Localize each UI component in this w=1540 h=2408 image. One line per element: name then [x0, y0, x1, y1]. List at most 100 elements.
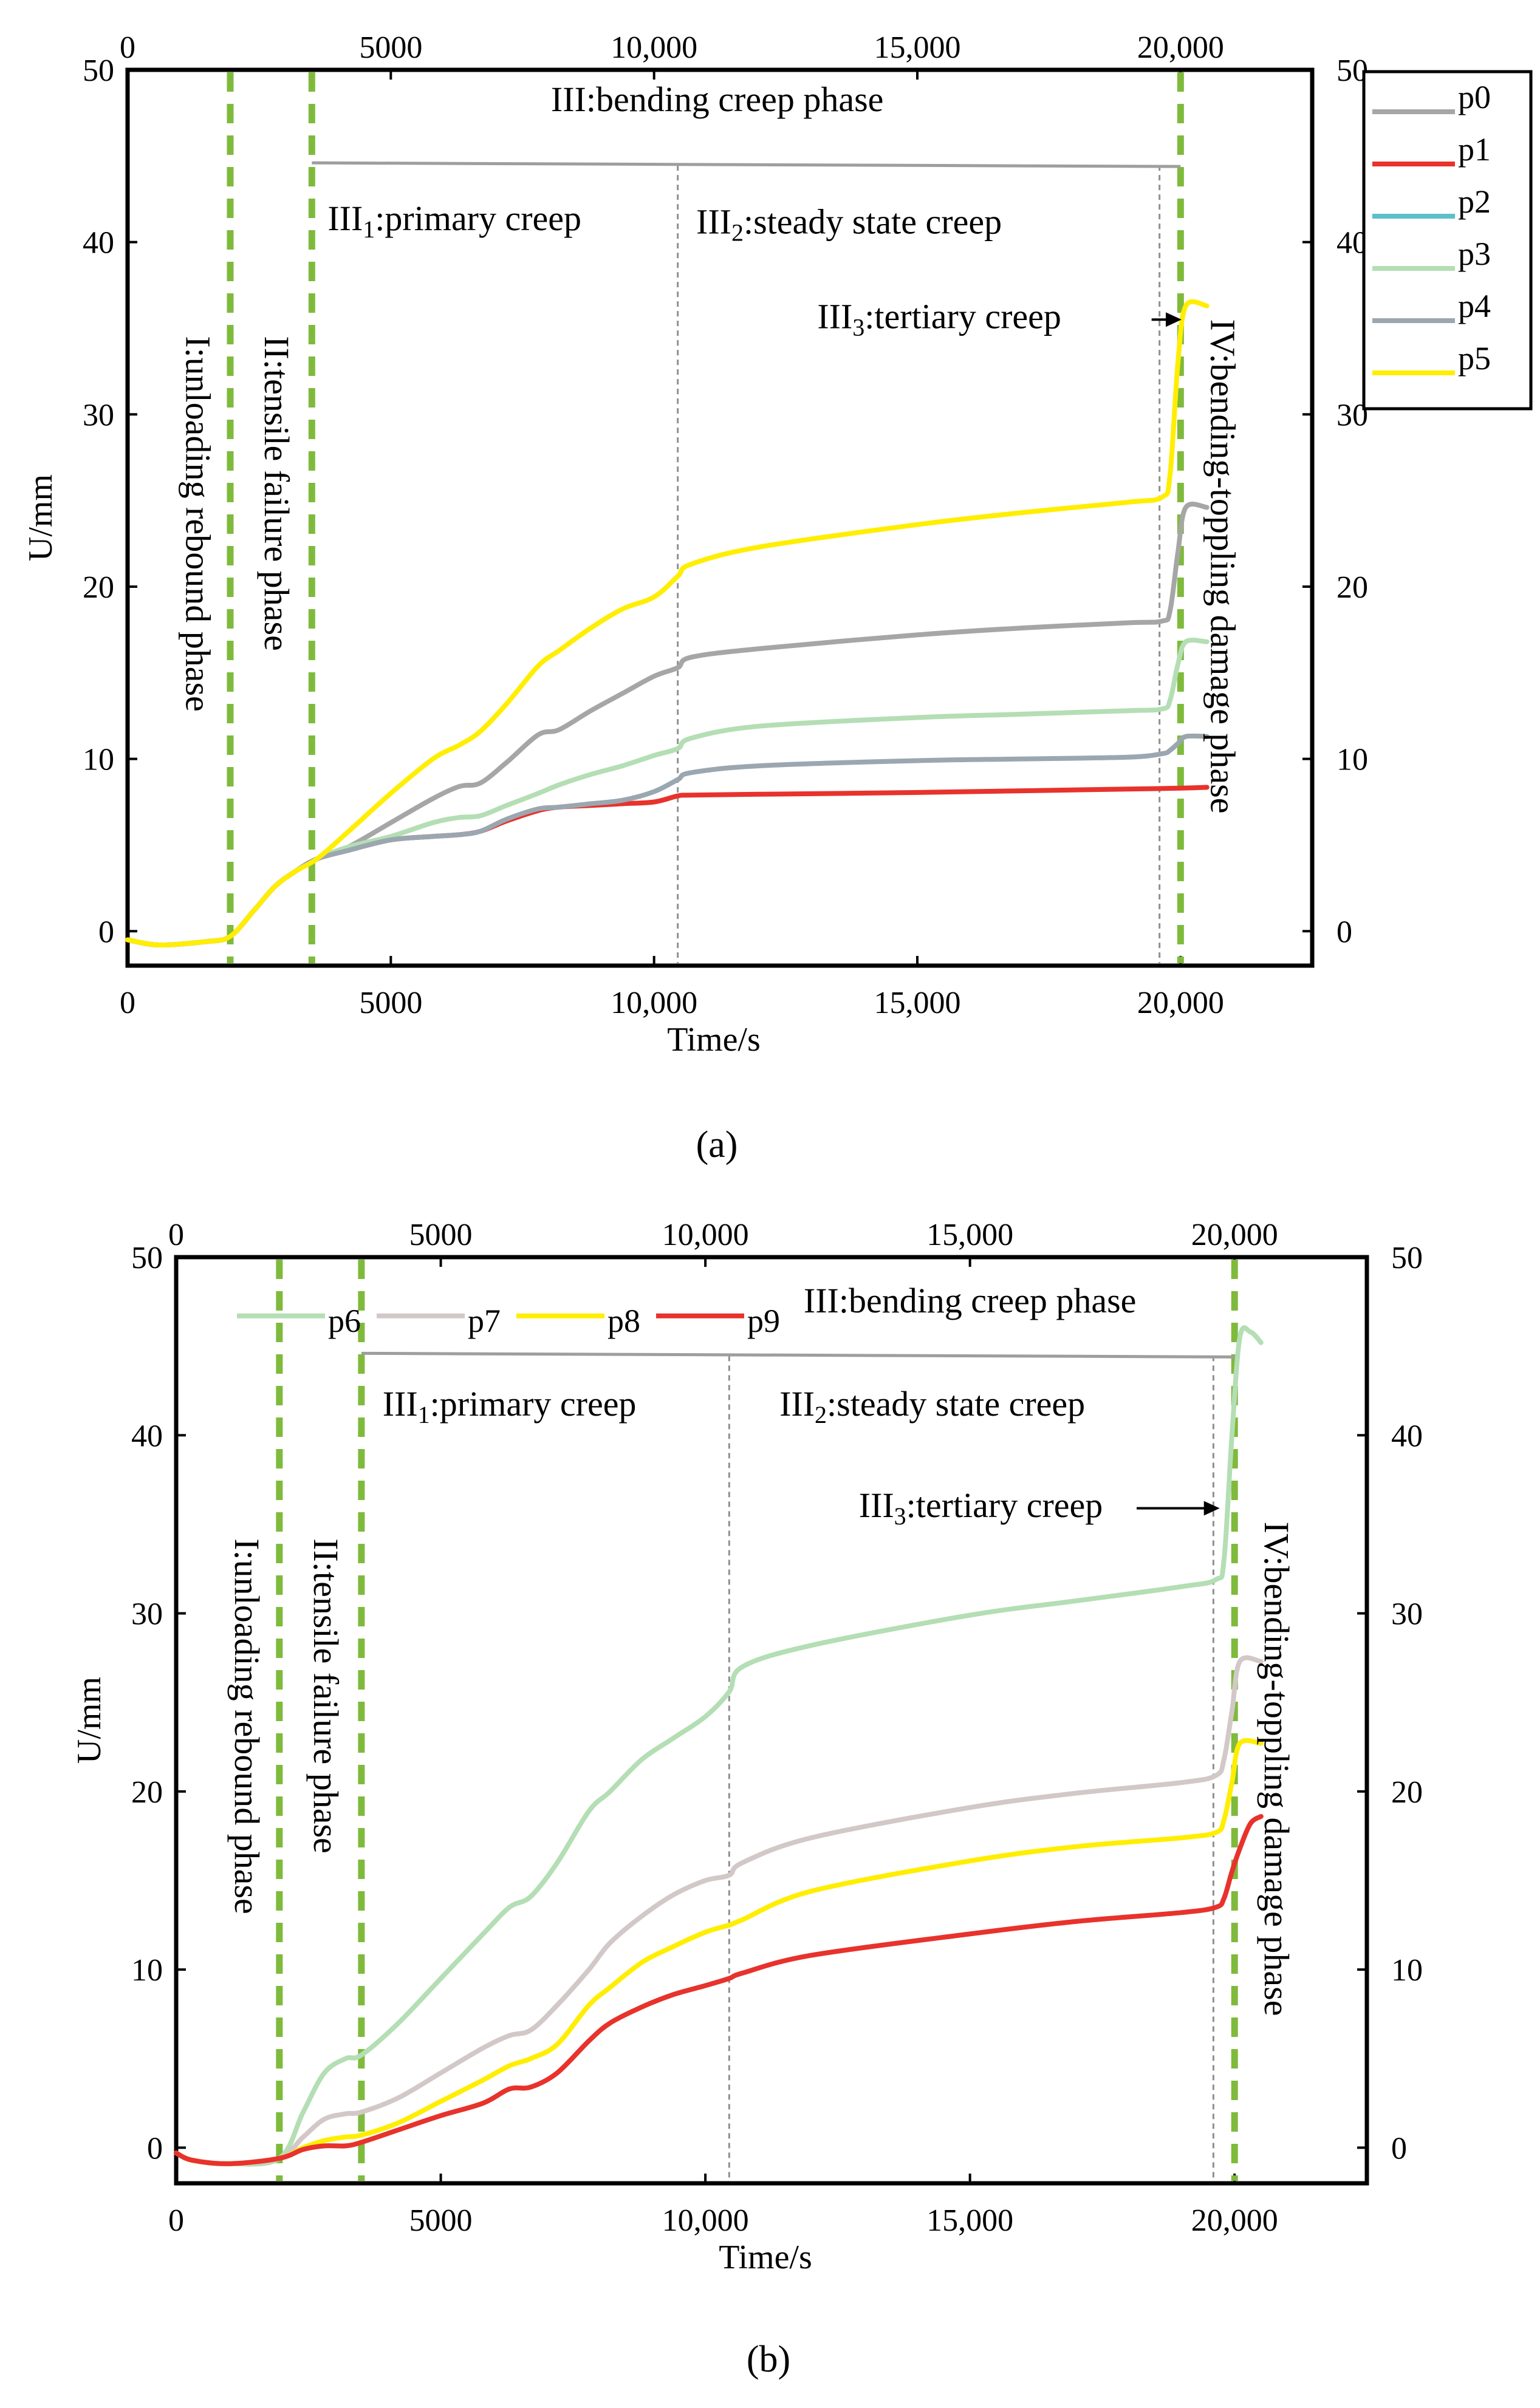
y-tick-label-right: 10 [1391, 1953, 1423, 1988]
series-line-p5 [125, 299, 1210, 948]
legend-label-p7: p7 [468, 1303, 501, 1339]
subphase-1-label: III1:primary creep [327, 199, 581, 243]
subphase-2-label: III2:steady state creep [696, 202, 1002, 246]
legend-label-p2: p2 [1458, 183, 1491, 220]
x-axis-label: Time/s [719, 2239, 812, 2276]
tertiary-arrow-head [1166, 312, 1182, 327]
y-tick-label: 30 [131, 1597, 163, 1632]
y-axis-label: U/mm [22, 474, 60, 561]
y-tick-label-right: 40 [1391, 1419, 1423, 1453]
phase-1-label: I:unloading rebound phase [179, 336, 218, 712]
legend-label-p3: p3 [1458, 236, 1491, 272]
series-line-p8 [174, 1738, 1264, 2166]
subphase-3-label-prefix: III [859, 1485, 894, 1525]
subphase-2-label-text: :steady state creep [744, 202, 1002, 241]
legend-label-p9: p9 [747, 1303, 780, 1339]
subphase-2-label-subscript: 2 [815, 1401, 827, 1428]
y-tick-label-right: 30 [1391, 1597, 1423, 1632]
y-tick-label-right: 10 [1336, 743, 1368, 777]
phase-2-label: II:tensile failure phase [306, 1538, 346, 1854]
legend-label-p6: p6 [328, 1303, 361, 1339]
series-line-p7 [174, 1655, 1264, 2166]
subphase-1-label-prefix: III [383, 1384, 418, 1424]
chart-panel-b: 005000500010,00010,00015,00015,00020,000… [70, 1218, 1423, 2380]
x-axis-label: Time/s [667, 1021, 761, 1059]
y-tick-label: 10 [83, 743, 114, 777]
legend-label-p0: p0 [1458, 79, 1491, 115]
panel-label: (a) [696, 1124, 738, 1165]
subphase-1-label-text: :primary creep [375, 199, 581, 238]
subphase-1-label: III1:primary creep [383, 1384, 637, 1428]
y-tick-label: 20 [83, 570, 114, 605]
subphase-3-label-text: :tertiary creep [906, 1485, 1103, 1525]
subphase-2-label-prefix: III [779, 1384, 815, 1424]
legend-box [1362, 70, 1533, 411]
x-tick-label-top: 5000 [359, 30, 422, 65]
phase-4-label: IV:bending-toppling damage phase [1203, 319, 1242, 814]
y-tick-label: 0 [98, 915, 114, 949]
series-line-p4 [125, 733, 1210, 948]
y-tick-label: 20 [131, 1775, 163, 1810]
series-line-p9 [174, 1813, 1264, 2166]
x-tick-label: 15,000 [874, 986, 961, 1020]
legend-label-p4: p4 [1458, 288, 1491, 324]
x-tick-label: 10,000 [662, 2203, 749, 2238]
x-tick-label-top: 10,000 [662, 1218, 749, 1252]
x-tick-label-top: 0 [168, 1218, 184, 1252]
x-tick-label: 0 [168, 2203, 184, 2238]
subphase-1-label-subscript: 1 [418, 1401, 430, 1428]
subphase-3-label: III3:tertiary creep [817, 296, 1061, 341]
subphase-3-label-prefix: III [817, 296, 852, 336]
subphase-3-label-text: :tertiary creep [864, 296, 1061, 336]
x-tick-label: 10,000 [611, 986, 697, 1020]
x-tick-label: 15,000 [926, 2203, 1013, 2238]
y-tick-label-right: 20 [1391, 1775, 1423, 1810]
series-line-p6 [174, 1325, 1264, 2167]
x-tick-label: 5000 [409, 2203, 473, 2238]
y-tick-label: 0 [147, 2131, 163, 2166]
creep-phase-bracket [312, 161, 1181, 168]
x-tick-label-top: 15,000 [926, 1218, 1013, 1252]
x-tick-label-top: 0 [120, 30, 135, 65]
subphase-2-label-subscript: 2 [731, 219, 744, 246]
subphase-1-label-text: :primary creep [430, 1384, 637, 1424]
x-tick-label-top: 20,000 [1137, 30, 1224, 65]
legend-label-p8: p8 [607, 1303, 640, 1339]
x-tick-label: 0 [120, 986, 135, 1020]
y-tick-label-right: 0 [1391, 2131, 1407, 2166]
y-tick-label: 40 [83, 226, 114, 261]
y-axis-label: U/mm [70, 1677, 108, 1764]
phase-2-label: II:tensile failure phase [257, 336, 296, 651]
phase-1-label: I:unloading rebound phase [227, 1538, 267, 1914]
x-tick-label-top: 10,000 [611, 30, 697, 65]
x-tick-label-top: 5000 [409, 1218, 473, 1252]
phase-3-label: III:bending creep phase [551, 80, 884, 119]
y-tick-label: 40 [131, 1419, 163, 1453]
subphase-3-label-subscript: 3 [894, 1502, 906, 1530]
legend-label-p5: p5 [1458, 340, 1491, 377]
legend-label-p1: p1 [1458, 131, 1491, 168]
subphase-2-label-text: :steady state creep [827, 1384, 1085, 1424]
panel-label: (b) [747, 2339, 790, 2380]
plot-frame [174, 1255, 1369, 2186]
y-tick-label-right: 50 [1391, 1241, 1423, 1275]
subphase-2-label-prefix: III [696, 202, 731, 241]
subphase-1-label-prefix: III [327, 199, 363, 238]
series-line-p1 [125, 785, 1210, 948]
phase-4-label: IV:bending-toppling damage phase [1257, 1522, 1296, 2016]
y-tick-label-right: 0 [1336, 915, 1352, 949]
subphase-3-label: III3:tertiary creep [859, 1485, 1103, 1530]
chart-panel-a: 005000500010,00010,00015,00015,00020,000… [22, 30, 1533, 1165]
x-tick-label-top: 20,000 [1191, 1218, 1278, 1252]
phase-3-label: III:bending creep phase [804, 1281, 1137, 1320]
tertiary-arrow-head [1203, 1501, 1220, 1516]
x-tick-label: 20,000 [1137, 986, 1224, 1020]
y-tick-label: 50 [131, 1241, 163, 1275]
creep-phase-bracket [361, 1351, 1235, 1359]
plot-frame [125, 67, 1315, 968]
y-tick-label: 10 [131, 1953, 163, 1988]
subphase-2-label: III2:steady state creep [779, 1384, 1085, 1428]
subphase-1-label-subscript: 1 [363, 216, 375, 243]
y-tick-label-right: 20 [1336, 570, 1368, 605]
